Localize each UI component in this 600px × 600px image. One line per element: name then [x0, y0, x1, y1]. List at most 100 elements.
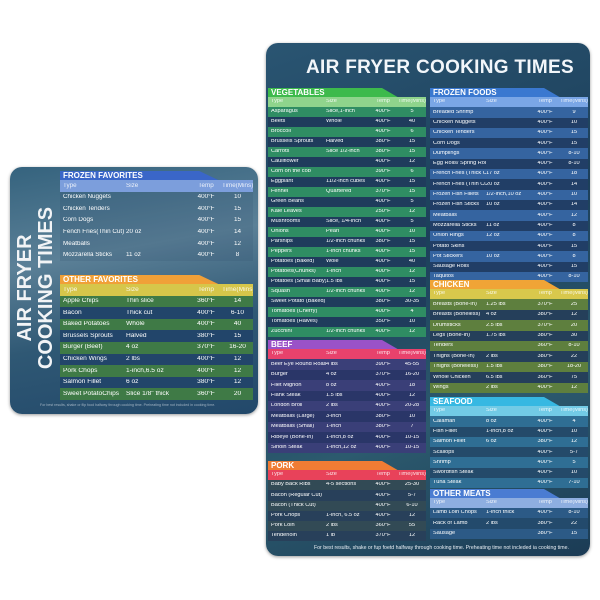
title-line-2: COOKING TIMES	[35, 206, 57, 370]
temp-cell: 400°F	[537, 130, 553, 136]
size-cell: 4 oz	[326, 372, 337, 378]
size-cell: 2 lbs	[486, 520, 498, 526]
table-row: Parsnips 1/2-inch chunks 380°F 15	[268, 237, 426, 247]
time-cell: 12	[570, 212, 578, 218]
type-cell: Sweet Potato (Baked)	[271, 299, 326, 305]
type-cell: Type	[63, 182, 77, 189]
temp-cell: 400°F	[375, 392, 391, 398]
size-cell: Quartered	[326, 189, 352, 195]
table-row: London Broil 2 lbs 400°F 20-28	[268, 400, 426, 412]
time-cell: 12	[408, 513, 416, 519]
size-cell: 1-inch chunks	[326, 249, 361, 255]
table-row: Brussels Sprouts Halved 380°F 15	[60, 330, 253, 342]
temp-cell: 390°F	[375, 169, 391, 175]
table-row: Potatoes (Baked) Wole 400°F 40	[268, 257, 426, 267]
table-row: Sirloin Steak 1-inch,12 oz 400°F 10-15	[268, 442, 426, 453]
temp-cell: 380°F	[375, 149, 391, 155]
time-cell: 10	[570, 470, 578, 476]
time-cell: 7	[410, 424, 414, 430]
table-row: Squash 1/2-inch chunks 400°F 12	[268, 287, 426, 297]
type-cell: French Fries (Thin Cut)	[433, 181, 486, 187]
temp-cell: 380°F	[537, 332, 553, 338]
table-row: Fench Fries(Thin Cut) 20 oz 400°F 14	[60, 226, 253, 238]
type-cell: Drumsticks	[433, 322, 461, 328]
time-cell: 14	[570, 202, 578, 208]
table-row: Beets Whole 400°F 40	[268, 117, 426, 127]
temp-cell: 400°F	[537, 480, 553, 486]
size-cell: 1-inch,8 oz	[486, 428, 514, 434]
temp-cell: 400°F	[375, 219, 391, 225]
table-row: Onion Rings 12 oz 400°F 8	[430, 230, 588, 242]
type-cell: Apple Chips	[63, 298, 99, 305]
temp-cell: 400°F	[537, 212, 553, 218]
size-cell: 2 lbs	[486, 384, 498, 390]
type-cell: Parsnips	[271, 239, 293, 245]
type-cell: Green Beans	[271, 199, 304, 205]
table-row: Corn Dogs 400°F 15	[430, 138, 588, 149]
temp-cell: 400°F	[375, 269, 391, 275]
temp-cell: 400°F	[197, 356, 215, 363]
temp-cell: 400°F	[537, 222, 553, 228]
type-cell: Dumplings	[433, 150, 460, 156]
temp-cell: 400°F	[375, 502, 391, 508]
time-cell: 18	[570, 171, 578, 177]
table-row: Sweet Potato (Baked) 380°F 30-35	[268, 297, 426, 307]
time-cell: 5	[410, 109, 414, 115]
time-cell: 8-10	[568, 510, 580, 516]
temp-cell: 400°F	[375, 403, 391, 409]
type-cell: Breasts (Bone-In)	[433, 301, 477, 307]
temp-cell: 400°F	[537, 161, 553, 167]
type-cell: Rack of Lamb	[433, 520, 468, 526]
type-cell: Mushrooms	[271, 219, 301, 225]
table-row: Mozzarella Sticks 11 oz 400°F 8	[60, 249, 253, 262]
type-cell: Bacon (Thick Cut)	[271, 502, 316, 508]
temp-cell: 360°F	[537, 374, 553, 380]
time-cell: 5	[410, 199, 414, 205]
size-cell: 1-inch thick	[486, 510, 515, 516]
type-cell: Fennel	[271, 189, 289, 195]
time-cell: 12	[233, 240, 241, 247]
time-cell: 15	[408, 189, 416, 195]
time-cell: 20-28	[404, 403, 420, 409]
table-row: Meatballs (Small) 1-inch 380°F 7	[268, 421, 426, 433]
size-cell: Slice 1/2-inch	[326, 149, 360, 155]
temp-cell: 380°F	[197, 332, 215, 339]
size-cell: Thick cut	[126, 309, 153, 316]
time-cell: 8	[235, 252, 240, 259]
type-cell: Burger (Beef)	[63, 344, 103, 351]
temp-cell: Temp	[538, 408, 552, 414]
temp-cell: 400°F	[537, 470, 553, 476]
table-row: Tomatoes (Halves) 350°F 10	[268, 317, 426, 327]
type-cell: Meatballs	[63, 240, 90, 247]
temp-cell: 400°F	[537, 119, 553, 125]
type-cell: Pork Loin	[271, 523, 295, 529]
temp-cell: 400°F	[375, 199, 391, 205]
size-cell: 2 lbs	[326, 403, 338, 409]
type-cell: Type	[433, 500, 446, 506]
type-cell: Peppers	[271, 249, 292, 255]
type-cell: Frozen Fish Sticks	[433, 202, 480, 208]
time-cell: 15	[408, 139, 416, 145]
temp-cell: Temp	[538, 291, 552, 297]
temp-cell: 400°F	[197, 217, 215, 224]
temp-cell: 380°F	[537, 530, 553, 536]
table-row: Potatoes (Small Baby) 1.5 lbs 400°F 15	[268, 277, 426, 287]
table-row: Egg Rolls/ Spring Rolls 400°F 8-10	[430, 158, 588, 170]
table-row: Thighs (Boneless) 1.5 lbs 380°F 18-20	[430, 361, 588, 373]
time-cell: 14	[233, 298, 242, 305]
size-cell: Slice,1-inch	[326, 109, 355, 115]
time-cell: 12	[233, 379, 242, 386]
time-cell: 5-7	[407, 492, 417, 498]
table-row: Corn Dogs 400°F 15	[60, 214, 253, 227]
time-cell: Time(Mins)	[560, 500, 588, 506]
table-row: Calamari 8 oz 400°F 4	[430, 416, 588, 427]
temp-cell: 380°F	[537, 312, 553, 318]
temp-cell: 400°F	[537, 243, 553, 249]
type-cell: Breasts (Boneless)	[433, 312, 481, 318]
temp-cell: 400°F	[197, 309, 215, 316]
table-row: Chicken Tenders 400°F 15	[60, 203, 253, 215]
type-cell: Breaded Shrimp	[433, 109, 474, 115]
temp-cell: Temp	[376, 99, 390, 105]
time-cell: 20	[233, 390, 242, 397]
type-cell: Sausage Rolls	[433, 264, 470, 270]
